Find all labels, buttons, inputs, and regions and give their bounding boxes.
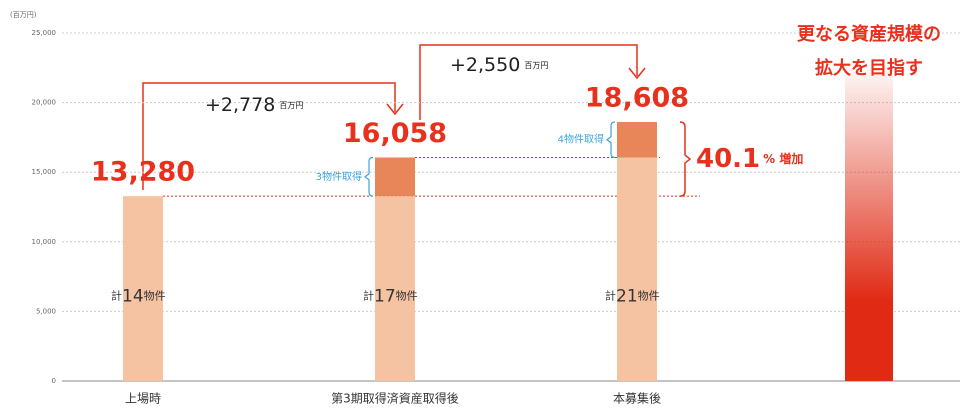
increment-unit: 百万円	[524, 61, 548, 70]
arrow-head-2	[628, 67, 646, 80]
arrow-1	[142, 82, 396, 190]
count-suffix: 物件	[144, 288, 166, 302]
arrow-head-1	[386, 103, 404, 116]
increment-label: +2,550 百万円	[450, 54, 548, 76]
count-prefix: 計	[605, 288, 616, 302]
count-suffix: 物件	[396, 288, 418, 302]
count-prefix: 計	[111, 288, 122, 302]
goal-text: 拡大を目指す	[815, 57, 923, 79]
arrow-2	[419, 44, 638, 120]
count-prefix: 計	[363, 288, 374, 302]
increment-label: +2,778 百万円	[205, 94, 303, 116]
property-count: 計21物件	[605, 286, 660, 306]
y-tick-label: 0	[52, 377, 56, 385]
increment-value: +2,778	[205, 94, 275, 116]
acquisition-bracket	[606, 121, 616, 159]
property-count: 計17物件	[363, 286, 418, 306]
increase-unit: % 増加	[763, 151, 803, 166]
y-tick-label: 10,000	[32, 238, 57, 246]
total-label: 16,058	[343, 118, 447, 149]
property-count: 計14物件	[111, 286, 166, 306]
y-tick-label: 5,000	[36, 307, 56, 315]
arrows	[142, 44, 646, 190]
bar	[375, 196, 415, 381]
goal-text: 更なる資産規模の	[797, 23, 941, 45]
y-tick-label: 20,000	[32, 99, 57, 107]
count-number: 21	[616, 286, 638, 306]
bar	[123, 196, 163, 381]
x-tick-label: 上場時	[125, 392, 161, 406]
count-suffix: 物件	[638, 288, 660, 302]
x-tick-label: 本募集後	[613, 391, 661, 406]
bar	[617, 157, 657, 381]
increment-unit: 百万円	[279, 101, 303, 110]
increase-bracket	[679, 121, 692, 197]
count-number: 17	[374, 286, 396, 306]
y-tick-label: 25,000	[32, 29, 57, 37]
acquisition-bracket	[364, 156, 374, 197]
total-label: 18,608	[585, 82, 689, 113]
total-label: 13,280	[91, 157, 195, 188]
increase-label: 40.1% 増加	[696, 144, 803, 174]
bar	[617, 121, 657, 158]
bar	[845, 60, 893, 382]
y-unit: (百万円)	[10, 11, 37, 19]
y-tick-label: 15,000	[32, 168, 57, 176]
x-tick-label: 第3期取得済資産取得後	[331, 391, 459, 406]
increase-value: 40.1	[696, 144, 760, 174]
bar	[375, 157, 415, 197]
count-number: 14	[122, 286, 144, 306]
acquisition-label: 3物件取得	[316, 170, 362, 183]
acquisition-label: 4物件取得	[558, 133, 604, 146]
increment-value: +2,550	[450, 54, 520, 76]
